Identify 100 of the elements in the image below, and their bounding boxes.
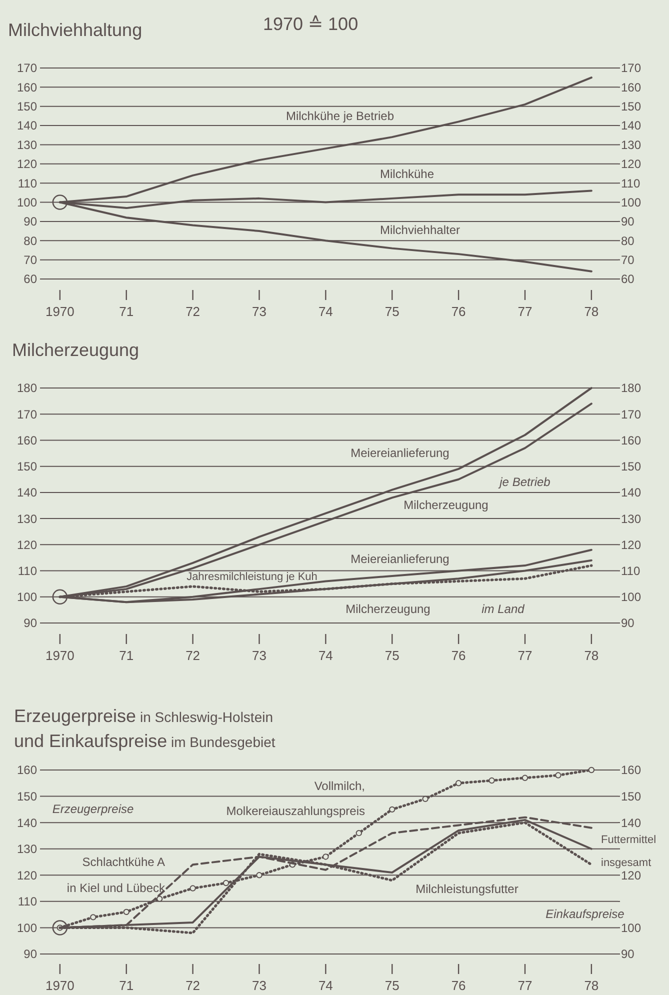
y-tick-label: 90 (24, 616, 38, 630)
chart-subtitle: 1970 ≙ 100 (263, 14, 358, 34)
y2-tick-label: 160 (621, 763, 642, 778)
y-tick-label: 110 (18, 894, 38, 909)
x-tick-label: 75 (384, 978, 400, 993)
x-tick-label: 1970 (45, 648, 74, 663)
chart-title: Erzeugerpreise in Schleswig-Holstein (14, 706, 274, 726)
y2-tick-label: 170 (621, 61, 642, 76)
y2-tick-label: 170 (621, 407, 642, 422)
y-tick-label: 170 (16, 61, 38, 76)
series-label: Milcherzeugung (346, 602, 430, 616)
series-label: Milchkühe (380, 167, 434, 181)
chart-subtitle: und Einkaufspreise im Bundesgebiet (14, 731, 276, 751)
x-tick-label: 73 (252, 304, 266, 319)
x-tick-label: 77 (518, 304, 532, 319)
y2-tick-label: 90 (621, 947, 635, 962)
legend-label: Futtermittel insgesamt (601, 834, 656, 869)
y2-tick-label: 140 (621, 816, 642, 830)
y2-tick-label: 100 (621, 195, 642, 210)
series-label: Vollmilch, Molkereiauszahlungspreis (226, 779, 365, 818)
x-tick-label: 1970 (45, 978, 74, 993)
x-tick-label: 77 (518, 978, 532, 993)
x-tick-label: 76 (451, 304, 466, 319)
x-tick-label: 75 (384, 304, 400, 319)
y-tick-label: 120 (16, 157, 38, 172)
y-tick-label: 120 (16, 538, 38, 552)
y-tick-label: 150 (16, 460, 38, 474)
x-tick-label: 74 (318, 304, 333, 319)
y2-tick-label: 120 (621, 868, 642, 882)
x-tick-label: 78 (584, 304, 599, 319)
y-tick-label: 170 (16, 407, 38, 422)
series-label: Milchviehhalter (380, 223, 460, 237)
y2-tick-label: 90 (621, 214, 635, 229)
y-tick-label: 140 (16, 816, 38, 830)
x-tick-label: 71 (119, 978, 134, 993)
y-tick-label: 130 (16, 138, 38, 152)
y-tick-label: 140 (16, 486, 38, 500)
y-tick-label: 160 (16, 763, 38, 778)
y2-tick-label: 90 (621, 616, 635, 630)
y-tick-label: 150 (16, 100, 38, 114)
y-tick-label: 100 (16, 590, 38, 604)
y2-tick-label: 160 (621, 80, 642, 94)
y2-tick-label: 130 (621, 512, 642, 526)
y-tick-label: 70 (24, 253, 38, 268)
series-label: Jahresmilchleistung je Kuh (186, 571, 318, 583)
y-tick-label: 100 (16, 195, 38, 210)
chart-title: Milchviehhaltung (8, 20, 142, 40)
y-tick-label: 130 (16, 512, 38, 526)
annotation: Erzeugerpreise (52, 802, 134, 816)
y2-tick-label: 180 (621, 381, 642, 396)
y-tick-label: 140 (16, 118, 38, 133)
chart-title: Milcherzeugung (12, 340, 140, 360)
y-tick-label: 120 (16, 868, 38, 882)
y2-tick-label: 140 (621, 118, 642, 133)
x-tick-label: 74 (318, 648, 333, 663)
y2-tick-label: 150 (621, 460, 642, 474)
y-tick-label: 90 (24, 947, 38, 962)
series-label: Schlachtkühe A in Kiel und Lübeck (66, 855, 166, 895)
x-tick-label: 1970 (45, 304, 74, 319)
x-tick-label: 71 (119, 304, 134, 319)
y2-tick-label: 110 (621, 176, 640, 190)
x-tick-label: 74 (318, 978, 333, 993)
y2-tick-label: 80 (621, 234, 635, 248)
y2-tick-label: 160 (621, 433, 642, 448)
series-label: Milchleistungsfutter (416, 882, 518, 896)
x-tick-label: 72 (186, 304, 200, 319)
y-tick-label: 60 (24, 272, 38, 286)
y-tick-label: 90 (24, 214, 38, 229)
y2-tick-label: 140 (621, 486, 642, 500)
series-label: Milcherzeugung (404, 498, 488, 512)
y2-tick-label: 130 (621, 138, 642, 152)
annotation: Einkaufspreise (546, 907, 625, 921)
x-tick-label: 76 (451, 648, 466, 663)
x-tick-label: 72 (186, 978, 200, 993)
y2-tick-label: 120 (621, 538, 642, 552)
x-tick-label: 78 (584, 978, 599, 993)
y-tick-label: 80 (24, 234, 38, 248)
series-label: Meiereianlieferung (350, 552, 450, 566)
y-tick-label: 110 (18, 176, 38, 190)
x-tick-label: 73 (252, 648, 266, 663)
y2-tick-label: 70 (621, 253, 635, 268)
y2-tick-label: 150 (621, 789, 642, 804)
annotation: je Betrieb (498, 475, 551, 489)
y2-tick-label: 100 (621, 590, 642, 604)
y-tick-label: 160 (16, 80, 38, 94)
x-tick-label: 77 (518, 648, 532, 663)
x-tick-label: 71 (119, 648, 134, 663)
y-tick-label: 130 (16, 842, 38, 856)
y-tick-label: 150 (16, 789, 38, 804)
x-tick-label: 78 (584, 648, 599, 663)
y2-tick-label: 100 (621, 920, 642, 935)
y-tick-label: 100 (16, 920, 38, 935)
y-tick-label: 160 (16, 433, 38, 448)
y2-tick-label: 110 (621, 564, 640, 578)
x-tick-label: 72 (186, 648, 200, 663)
y2-tick-label: 60 (621, 272, 635, 286)
y2-tick-label: 150 (621, 100, 642, 114)
y2-tick-label: 120 (621, 157, 642, 172)
x-tick-label: 73 (252, 978, 266, 993)
series-label: Meiereianlieferung (350, 446, 450, 460)
